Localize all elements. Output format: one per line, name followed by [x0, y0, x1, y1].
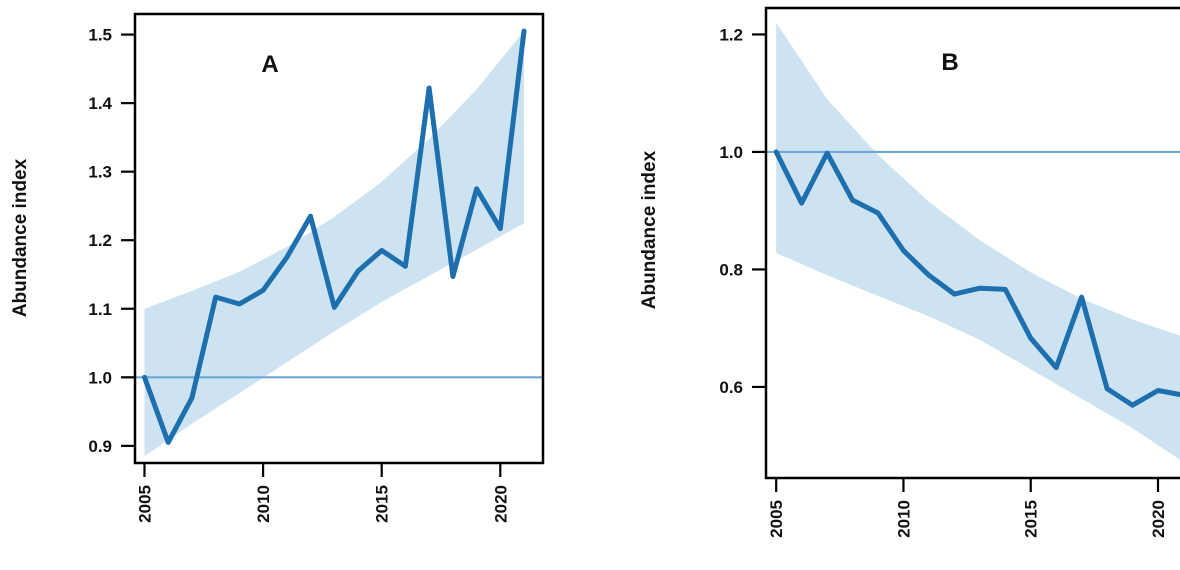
x-tick-label: 2005: [135, 485, 154, 523]
y-tick-label: 1.2: [88, 231, 112, 250]
x-tick-label: 2010: [894, 500, 913, 538]
confidence-band: [776, 22, 1180, 460]
x-axis: 2005 2010 2015 2020: [135, 463, 510, 523]
y-tick-label: 1.5: [88, 26, 112, 45]
y-tick-label: 1.3: [88, 163, 112, 182]
y-tick-label: 0.6: [719, 378, 743, 397]
y-axis-title: Abundance index: [10, 158, 31, 317]
y-axis: 0.6 0.8 1.0 1.2: [719, 25, 766, 397]
panel-label: B: [941, 49, 958, 76]
y-tick-label: 0.9: [88, 437, 112, 456]
x-axis: 2005 2010 2015 2020: [767, 478, 1168, 538]
y-tick-label: 1.0: [88, 368, 112, 387]
y-axis: 0.9 1.0 1.1 1.2 1.3 1.4 1.5: [88, 26, 135, 456]
y-tick-label: 1.1: [88, 300, 112, 319]
x-tick-label: 2010: [254, 485, 273, 523]
y-tick-label: 1.0: [719, 143, 743, 162]
x-tick-label: 2020: [491, 485, 510, 523]
x-tick-label: 2015: [373, 485, 392, 523]
plot-frame: [764, 6, 1180, 480]
x-tick-label: 2015: [1022, 500, 1041, 538]
y-tick-label: 1.4: [88, 94, 112, 113]
y-tick-label: 0.8: [719, 260, 743, 279]
panel-b: 0.6 0.8 1.0 1.2 2005 2010 2015 2020 B Abundanc…: [639, 6, 1180, 538]
x-tick-label: 2020: [1149, 500, 1168, 538]
y-axis-title: Abundance index: [639, 150, 660, 309]
plot-frame: [133, 12, 545, 465]
x-tick-label: 2005: [767, 500, 786, 538]
y-tick-label: 1.2: [719, 25, 743, 44]
panel-label: A: [261, 51, 278, 78]
panel-a: 0.9 1.0 1.1 1.2 1.3 1.4 1.5 2005 2010 2015 2020 A…: [10, 12, 545, 523]
confidence-band: [144, 31, 524, 457]
